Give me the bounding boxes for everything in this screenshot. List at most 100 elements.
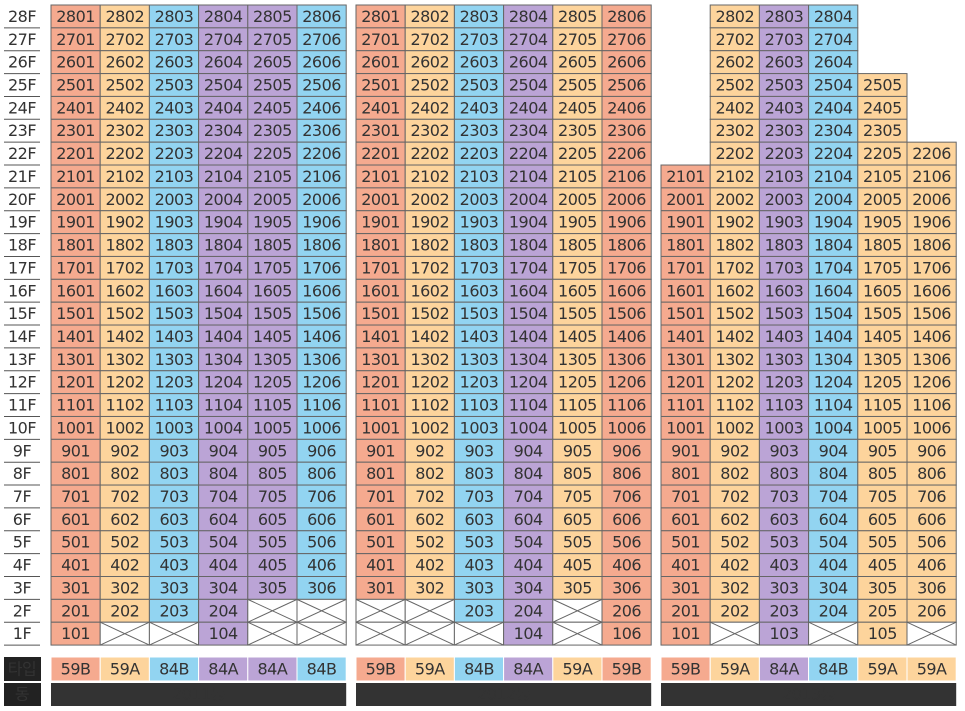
unit-number: 1204 xyxy=(204,373,243,392)
unit-number: 104 xyxy=(209,624,238,643)
unit-number: 1105 xyxy=(863,396,902,415)
unit-number: 1204 xyxy=(509,373,548,392)
unit-number: 1404 xyxy=(204,327,243,346)
unit-number: 2206 xyxy=(302,144,341,163)
unit-number: 704 xyxy=(819,487,848,506)
unit-number: 1303 xyxy=(460,350,499,369)
unit-number: 2205 xyxy=(558,144,597,163)
type-text: 84B xyxy=(818,660,848,679)
unit-number: 1606 xyxy=(912,281,951,300)
type-text: 59B xyxy=(612,660,642,679)
unit-number: 1202 xyxy=(410,373,449,392)
unit-number: 302 xyxy=(415,578,444,597)
unit-number: 1206 xyxy=(912,373,951,392)
unit-number: 1501 xyxy=(56,304,95,323)
unit-number: 1104 xyxy=(814,396,853,415)
unit-number: 402 xyxy=(110,556,139,575)
unit-number: 103 xyxy=(769,624,798,643)
unit-number: 2206 xyxy=(607,144,646,163)
type-cell xyxy=(148,656,200,682)
unit-number: 2006 xyxy=(912,190,951,209)
unit-number: 2306 xyxy=(302,121,341,140)
unit-number: 1705 xyxy=(253,258,292,277)
type-cell xyxy=(355,656,406,682)
unit-number: 1303 xyxy=(765,350,804,369)
type-text: 59A xyxy=(720,660,750,679)
unit-number: 2205 xyxy=(253,144,292,163)
cross xyxy=(552,621,603,646)
unit-number: 2105 xyxy=(558,167,597,186)
floor-label: 10F xyxy=(8,418,36,437)
unit-number: 2602 xyxy=(715,53,754,72)
unit-number: 1903 xyxy=(765,213,804,232)
unit-number: 2202 xyxy=(105,144,144,163)
unit-number: 1605 xyxy=(863,281,902,300)
type-text: 59A xyxy=(917,660,947,679)
unit-number: 1002 xyxy=(715,418,754,437)
unit-number: 2505 xyxy=(558,76,597,95)
unit-number: 903 xyxy=(464,441,493,460)
unit-number: 904 xyxy=(514,441,543,460)
unit-number: 604 xyxy=(819,510,848,529)
unit-number: 2703 xyxy=(460,30,499,49)
unit-number: 2004 xyxy=(509,190,548,209)
unit-number: 2003 xyxy=(460,190,499,209)
unit-number: 1901 xyxy=(56,213,95,232)
unit-number: 2003 xyxy=(155,190,194,209)
floor-label: 18F xyxy=(8,236,36,255)
unit-number: 1202 xyxy=(105,373,144,392)
unit-number: 1301 xyxy=(361,350,400,369)
cross xyxy=(355,621,406,646)
floor-label: 21F xyxy=(8,167,36,186)
unit-number: 2704 xyxy=(814,30,853,49)
unit-number: 2705 xyxy=(253,30,292,49)
unit-number: 1701 xyxy=(666,258,705,277)
unit-number: 806 xyxy=(917,464,946,483)
unit-number: 1602 xyxy=(105,281,144,300)
unit-number: 701 xyxy=(671,487,700,506)
unit-number: 1006 xyxy=(302,418,341,437)
unit-number: 501 xyxy=(671,533,700,552)
unit-number: 2004 xyxy=(814,190,853,209)
unit-number: 2405 xyxy=(863,98,902,117)
unit-number: 1504 xyxy=(204,304,243,323)
unit-number: 1601 xyxy=(56,281,95,300)
unit-number: 1706 xyxy=(912,258,951,277)
unit-number: 504 xyxy=(514,533,543,552)
unit-number: 305 xyxy=(868,578,897,597)
unit-number: 1406 xyxy=(607,327,646,346)
unit-number: 1804 xyxy=(204,236,243,255)
type-text: 84A xyxy=(257,660,287,679)
unit-number: 1805 xyxy=(253,236,292,255)
unit-number: 1805 xyxy=(863,236,902,255)
unit-number: 2505 xyxy=(863,76,902,95)
unit-number: 2404 xyxy=(814,98,853,117)
unit-number: 1005 xyxy=(558,418,597,437)
unit-number: 601 xyxy=(671,510,700,529)
unit-number: 2005 xyxy=(863,190,902,209)
unit-number: 302 xyxy=(720,578,749,597)
unit-number: 1105 xyxy=(253,396,292,415)
unit-number: 1801 xyxy=(666,236,705,255)
unit-number: 1904 xyxy=(509,213,548,232)
unit-number: 904 xyxy=(209,441,238,460)
floor-label: 17F xyxy=(8,258,36,277)
unit-number: 2804 xyxy=(509,7,548,26)
type-cell xyxy=(198,656,249,682)
unit-number: 2103 xyxy=(765,167,804,186)
floor-label: 27F xyxy=(8,30,36,49)
unit-number: 2001 xyxy=(666,190,705,209)
unit-number: 1504 xyxy=(814,304,853,323)
unit-number: 1004 xyxy=(509,418,548,437)
floor-label: 19F xyxy=(8,213,36,232)
unit-number: 1102 xyxy=(715,396,754,415)
type-text: 59B xyxy=(671,660,701,679)
unit-number: 1904 xyxy=(814,213,853,232)
unit-number: 2002 xyxy=(410,190,449,209)
unit-number: 2003 xyxy=(765,190,804,209)
unit-number: 806 xyxy=(307,464,336,483)
unit-number: 2106 xyxy=(912,167,951,186)
type-text: 59A xyxy=(110,660,140,679)
unit-number: 1202 xyxy=(715,373,754,392)
floor-label: 12F xyxy=(8,373,36,392)
